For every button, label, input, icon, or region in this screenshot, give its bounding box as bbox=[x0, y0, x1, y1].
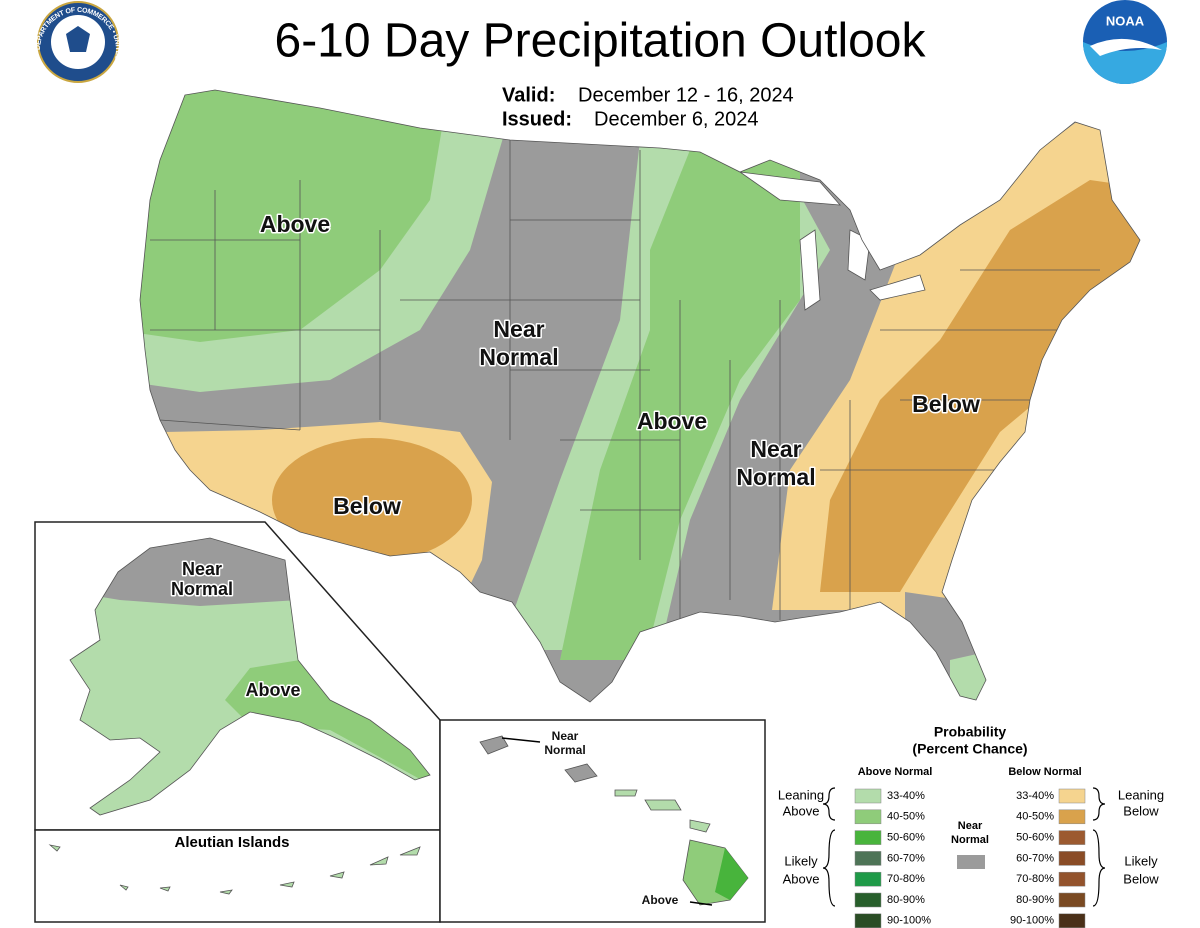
legend-title: Probability bbox=[934, 724, 1007, 740]
legend-range: 60-70% bbox=[1016, 852, 1054, 864]
legend-swatch bbox=[1058, 892, 1086, 908]
legend-group-label: Above bbox=[783, 803, 820, 818]
legend-swatch bbox=[854, 913, 882, 928]
issued-label: Issued: bbox=[502, 108, 572, 130]
labels: AboveNearNormalBelowAboveNearNormalBelow… bbox=[169, 210, 1164, 928]
aleutian-inset bbox=[34, 829, 441, 923]
valid-label: Valid: bbox=[502, 84, 555, 106]
legend-range: 90-100% bbox=[887, 915, 931, 927]
legend-range: 90-100% bbox=[1010, 915, 1054, 927]
legend-group-label: Above bbox=[783, 871, 820, 886]
hawaii-label: Above bbox=[642, 893, 679, 907]
region-label: Above bbox=[637, 408, 707, 434]
legend-swatch bbox=[854, 892, 882, 908]
legend-range: 40-50% bbox=[1016, 811, 1054, 823]
legend-range: 80-90% bbox=[887, 894, 925, 906]
alaska-label: Normal bbox=[171, 579, 233, 599]
legend-swatch bbox=[854, 809, 882, 825]
region-above bbox=[140, 90, 450, 342]
region-below bbox=[272, 438, 472, 562]
region-label: Below bbox=[333, 493, 401, 519]
region-label: Above bbox=[260, 211, 330, 237]
commerce-seal: DEPARTMENT OF COMMERCE • UNITED STATES O… bbox=[35, 1, 121, 93]
legend-range: 80-90% bbox=[1016, 894, 1054, 906]
legend-swatch bbox=[854, 871, 882, 887]
legend-swatch bbox=[854, 851, 882, 866]
legend-range: 40-50% bbox=[887, 811, 925, 823]
legend-group-label: Likely bbox=[784, 853, 818, 868]
legend-title: (Percent Chance) bbox=[912, 741, 1027, 757]
noaa-logo: NOAA bbox=[1083, 0, 1167, 84]
region-label: Near bbox=[493, 316, 544, 342]
region-label: Below bbox=[912, 391, 980, 417]
aleutian-title: Aleutian Islands bbox=[174, 834, 289, 851]
legend-swatch bbox=[854, 830, 882, 845]
alaska-label: Near bbox=[182, 559, 222, 579]
legend-group-label: Leaning bbox=[1118, 787, 1164, 802]
title: 6-10 Day Precipitation Outlook bbox=[275, 15, 927, 68]
legend-swatch bbox=[1058, 913, 1086, 928]
region-near-normal bbox=[905, 592, 1000, 702]
legend-swatch bbox=[854, 788, 882, 804]
legend-group-label: Below bbox=[1123, 871, 1159, 886]
region-label: Near bbox=[750, 436, 801, 462]
legend-range: 70-80% bbox=[1016, 873, 1054, 885]
legend-range: 50-60% bbox=[887, 832, 925, 844]
legend-range: 33-40% bbox=[1016, 790, 1054, 802]
legend-near-normal: Near bbox=[958, 820, 983, 832]
legend-near-normal: Normal bbox=[951, 834, 989, 846]
legend-group-label: Likely bbox=[1124, 853, 1158, 868]
region-label: Normal bbox=[736, 464, 815, 490]
legend-swatch bbox=[1058, 871, 1086, 887]
region-label: Normal bbox=[479, 344, 558, 370]
legend-group-label: Leaning bbox=[778, 787, 824, 802]
noaa-text: NOAA bbox=[1106, 13, 1145, 28]
legend-swatch bbox=[957, 855, 985, 869]
legend-swatch bbox=[1058, 809, 1086, 825]
legend-heading: Below Normal bbox=[1008, 766, 1081, 778]
region-below bbox=[820, 180, 1140, 592]
hawaii-label: Normal bbox=[544, 743, 585, 757]
legend-swatch bbox=[1058, 788, 1086, 804]
legend-swatch bbox=[1058, 851, 1086, 866]
issued-date: December 6, 2024 bbox=[594, 108, 759, 130]
legend-range: 70-80% bbox=[887, 873, 925, 885]
alaska-label: Above bbox=[245, 680, 300, 700]
valid-dates: December 12 - 16, 2024 bbox=[578, 84, 794, 106]
legend-range: 50-60% bbox=[1016, 832, 1054, 844]
legend-heading: Above Normal bbox=[858, 766, 933, 778]
legend-range: 33-40% bbox=[887, 790, 925, 802]
legend-group-label: Below bbox=[1123, 803, 1159, 818]
region-leaning-above bbox=[950, 650, 1000, 702]
legend-swatch bbox=[1058, 830, 1086, 845]
hawaii-label: Near bbox=[552, 729, 579, 743]
legend-range: 60-70% bbox=[887, 852, 925, 864]
